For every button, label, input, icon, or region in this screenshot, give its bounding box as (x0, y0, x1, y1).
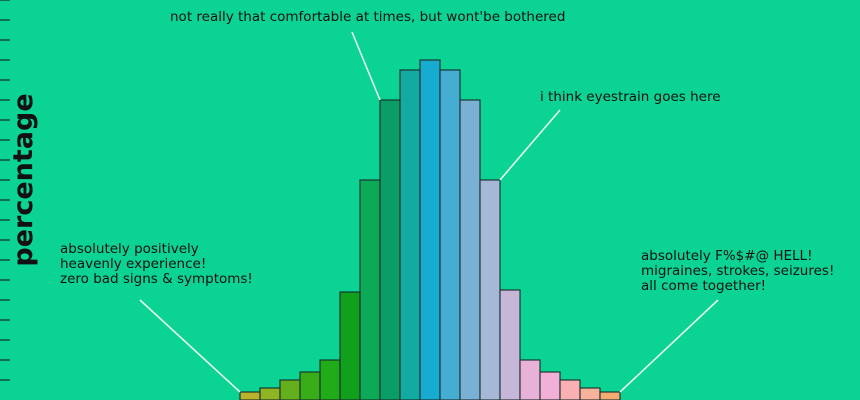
bar (439, 69, 461, 400)
annotation-text: absolutely positively heavenly experience… (60, 241, 253, 287)
y-axis-label: percentage (8, 93, 39, 266)
bar (599, 391, 621, 400)
bar (479, 179, 501, 400)
annotation-text: i think eyestrain goes here (540, 89, 721, 105)
annotation-line: heavenly experience! (60, 256, 206, 272)
bar (419, 59, 441, 400)
bar (399, 69, 421, 400)
annotation-line: zero bad signs & symptoms! (60, 271, 253, 287)
annotation-text: absolutely F%$#@ HELL! migraines, strokes… (641, 248, 834, 294)
bar (539, 371, 561, 400)
annotation-line: not really that comfortable at times, bu… (170, 9, 565, 25)
bar (239, 391, 261, 400)
annotation-leader (619, 299, 719, 393)
annotation-line: absolutely positively (60, 241, 199, 257)
bar (259, 387, 281, 400)
annotation-leader (139, 299, 241, 393)
y-axis-ticks (0, 0, 10, 381)
annotation-line: absolutely F%$#@ HELL! (641, 248, 813, 264)
bar (319, 359, 341, 400)
annotation-leader-lines (139, 31, 719, 393)
bar (559, 379, 581, 400)
bar (519, 359, 541, 400)
annotation-line: all come together! (641, 278, 766, 294)
bar (499, 289, 521, 400)
bar (379, 99, 401, 400)
annotation-line: i think eyestrain goes here (540, 89, 721, 105)
bar (279, 379, 301, 400)
bar (579, 387, 601, 400)
bars (239, 59, 621, 400)
annotation-text: not really that comfortable at times, bu… (170, 9, 565, 25)
annotation-leader (351, 31, 381, 101)
annotations: not really that comfortable at times, bu… (60, 9, 834, 294)
bar (459, 99, 481, 400)
bar (299, 371, 321, 400)
annotation-leader (499, 109, 561, 181)
bar (359, 179, 381, 400)
bar (339, 291, 361, 400)
annotation-line: migraines, strokes, seizures! (641, 263, 834, 279)
